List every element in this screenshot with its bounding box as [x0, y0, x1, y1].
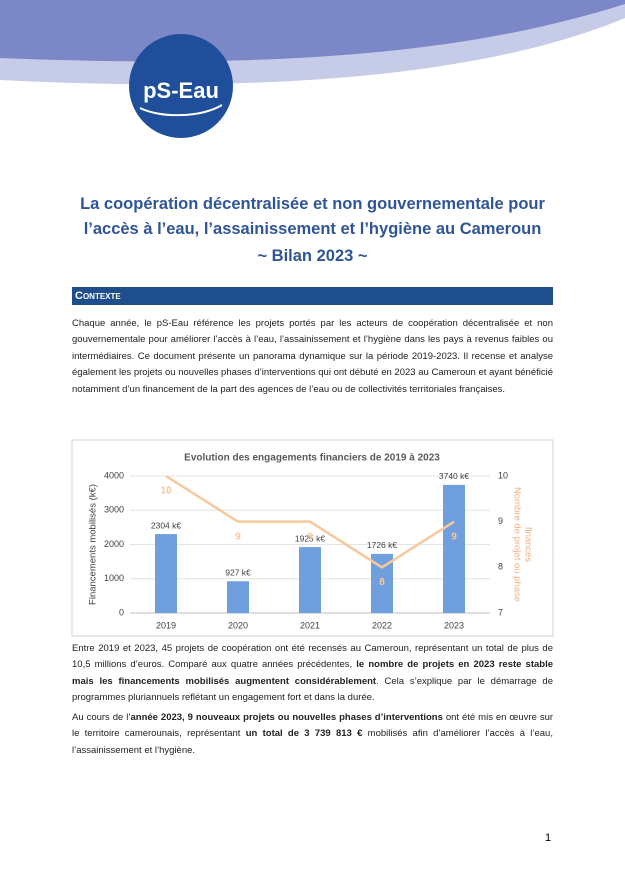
- bar-label: 3740 k€: [439, 471, 470, 481]
- section-title: Contexte: [75, 290, 121, 302]
- chart: Evolution des engagements financiers de …: [71, 439, 554, 637]
- bold-text: année 2023, 9 nouveaux projets ou nouvel…: [130, 712, 443, 723]
- x-tick-label: 2020: [228, 620, 248, 630]
- logo-text: pS-Eau: [143, 78, 219, 103]
- bar-label: 2304 k€: [151, 520, 182, 530]
- page-number: 1: [545, 832, 552, 844]
- bar-label: 1726 k€: [367, 540, 398, 550]
- bar: [371, 553, 393, 613]
- y2-tick-label: 7: [498, 607, 503, 617]
- y-tick-label: 2000: [104, 539, 124, 549]
- bar-label: 1925 k€: [295, 533, 326, 543]
- y-tick-label: 1000: [104, 573, 124, 583]
- paragraph: Entre 2019 et 2023, 45 projets de coopér…: [72, 641, 553, 707]
- logo-swoosh: [139, 104, 223, 117]
- line-label: 9: [307, 531, 313, 542]
- bold-text: un total de 3 739 813 €: [245, 728, 363, 740]
- title-line: La coopération décentralisée et non gouv…: [80, 195, 545, 213]
- bold-text: le nombre de projets en 2023 reste stabl…: [72, 659, 553, 687]
- title-line: ~ Bilan 2023 ~: [257, 247, 368, 265]
- section-header: Contexte: [72, 287, 553, 305]
- paragraph: Chaque année, le pS-Eau référence les pr…: [72, 316, 553, 398]
- y-tick-label: 3000: [104, 505, 124, 515]
- x-tick-label: 2019: [156, 620, 176, 630]
- text: Chaque année, le pS-Eau référence les pr…: [72, 318, 553, 395]
- text: . Cela s’explique par le démarrage de pr…: [72, 675, 553, 704]
- y2-tick-label: 8: [498, 562, 503, 572]
- y-axis-title: Financements mobilisés (k€): [88, 484, 99, 605]
- y-tick-label: 0: [119, 607, 124, 617]
- bar: [299, 547, 321, 613]
- text: mobilisés afin d’améliorer l’accès à l’e…: [72, 728, 553, 756]
- paragraph: Au cours de l’année 2023, 9 nouveaux pro…: [72, 710, 553, 759]
- bar: [227, 581, 249, 613]
- bar: [155, 534, 177, 613]
- text: ont été mis en œuvre sur le territoire c…: [72, 712, 554, 740]
- header-decoration: pS-Eau: [0, 0, 625, 138]
- y2-tick-label: 10: [498, 470, 508, 480]
- y2-axis-title: financés: [522, 527, 533, 563]
- title-line: l’accès à l’eau, l’assainissement et l’h…: [83, 220, 542, 238]
- bar-label: 927 k€: [225, 568, 251, 578]
- x-tick-label: 2023: [444, 620, 464, 630]
- chart-title: Evolution des engagements financiers de …: [184, 453, 440, 464]
- line-label: 9: [235, 531, 241, 542]
- line-label: 10: [160, 486, 172, 497]
- y2-tick-label: 9: [498, 516, 503, 526]
- x-tick-label: 2022: [372, 620, 392, 630]
- y-tick-label: 4000: [104, 470, 124, 480]
- x-tick-label: 2021: [300, 620, 320, 630]
- y2-axis-title: Nombre de projet ou phase: [511, 487, 522, 602]
- text: Au cours de l’: [72, 712, 131, 723]
- line-label: 9: [451, 531, 457, 542]
- text: Entre 2019 et 2023, 45 projets de coopér…: [72, 643, 553, 671]
- line-label: 8: [379, 577, 385, 588]
- line: [165, 474, 455, 569]
- bar: [443, 484, 465, 613]
